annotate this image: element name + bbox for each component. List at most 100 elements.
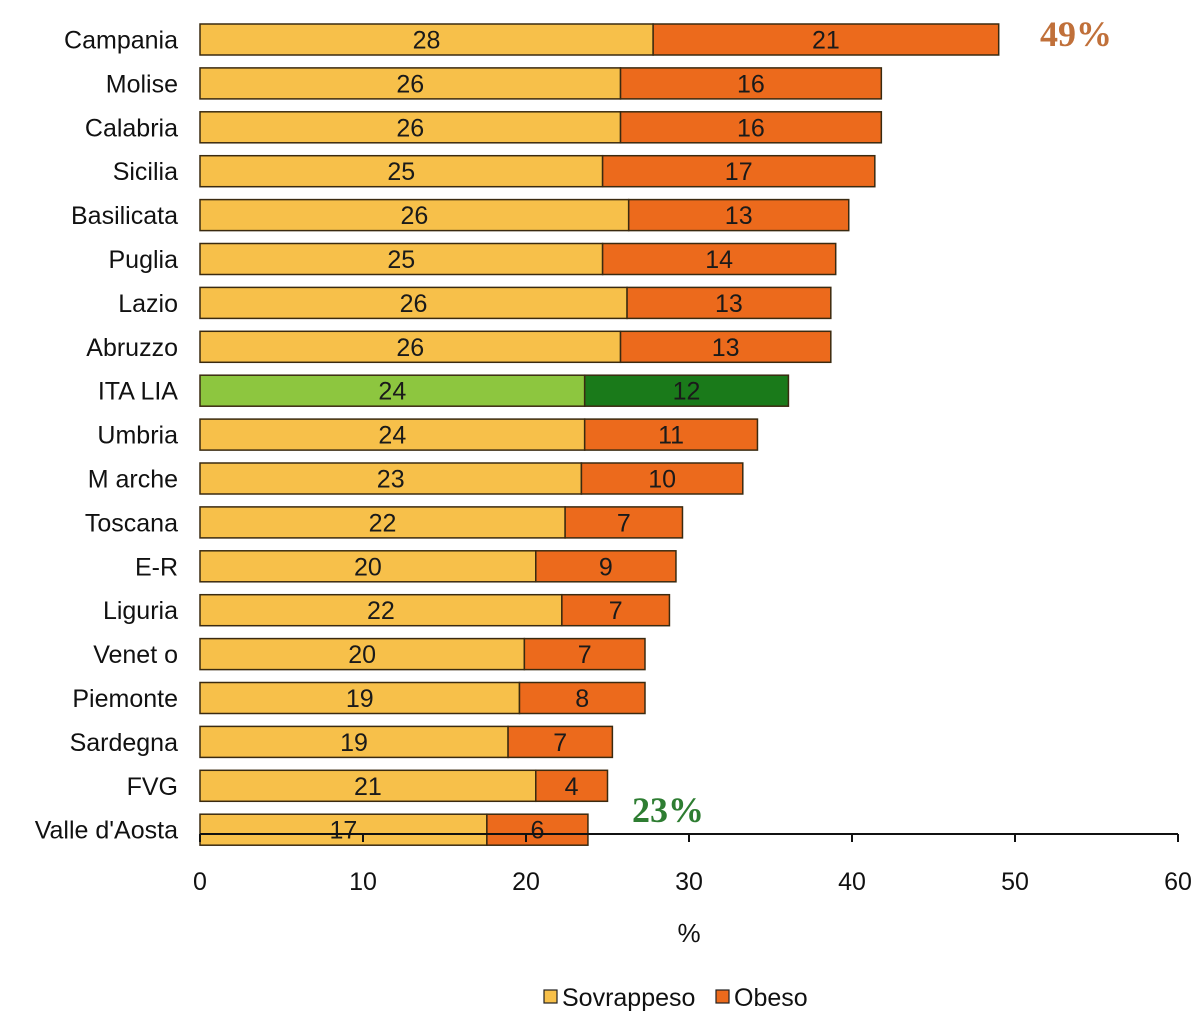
legend-label-obeso: Obeso [734,984,808,1012]
bar-obeso [619,330,832,364]
x-tick-label: 0 [193,868,207,896]
data-label-sovrappeso: 26 [396,70,424,98]
bar-sovrappeso [199,769,537,803]
bar-obeso [601,242,837,276]
data-label-obeso: 13 [725,202,753,230]
bar-sovrappeso [199,23,654,56]
bar-sovrappeso [199,681,521,715]
total-annotation: 49% [1040,14,1112,54]
data-label-sovrappeso: 22 [369,509,397,537]
legend-label-sovrappeso: Sovrappeso [562,984,695,1012]
data-label-obeso: 7 [578,641,592,669]
data-label-sovrappeso: 26 [400,290,428,318]
data-label-sovrappeso: 19 [340,729,368,757]
category-label: Venet o [93,641,178,669]
total-annotation: 23% [632,790,704,830]
data-label-obeso: 12 [673,378,701,406]
data-label-obeso: 8 [575,685,589,713]
data-label-obeso: 16 [737,70,765,98]
data-label-sovrappeso: 20 [348,641,376,669]
data-label-obeso: 14 [705,246,733,274]
x-tick-label: 40 [838,868,866,896]
category-label: ITA LIA [98,378,178,406]
bar-sovrappeso [199,374,586,407]
bar-obeso [583,374,790,407]
data-label-obeso: 13 [712,334,740,362]
data-label-sovrappeso: 22 [367,597,395,625]
bar-obeso [561,593,671,627]
data-label-obeso: 16 [737,114,765,142]
bar-obeso [627,198,850,232]
bar-sovrappeso [199,154,604,188]
bar-sovrappeso [199,506,566,539]
category-label: M arche [88,466,178,494]
data-label-sovrappeso: 21 [354,773,382,801]
legend: Sovrappeso Obeso [543,984,808,1012]
category-label: Toscana [85,509,178,537]
category-label: Liguria [103,597,178,625]
bar-obeso [535,769,609,803]
bar-obeso [523,637,646,671]
data-label-obeso: 13 [715,290,743,318]
data-label-sovrappeso: 25 [387,246,415,274]
category-label: Campania [64,27,178,55]
data-label-obeso: 7 [553,729,567,757]
category-label: Puglia [109,246,179,274]
bar-obeso [626,286,832,320]
bar-obeso [619,67,883,100]
data-label-sovrappeso: 26 [396,334,424,362]
x-tick-label: 60 [1164,868,1192,896]
category-label: Piemonte [72,685,178,713]
data-label-sovrappeso: 24 [378,422,406,450]
category-label: Valle d'Aosta [35,817,178,845]
category-label: Basilicata [71,202,178,230]
category-label: Sicilia [113,158,178,186]
bar-sovrappeso [199,813,488,846]
category-label: FVG [127,773,178,801]
data-label-obeso: 6 [530,817,544,845]
data-label-obeso: 11 [658,422,684,450]
category-label: Sardegna [70,729,179,757]
data-label-obeso: 10 [648,466,676,494]
x-tick-label: 10 [349,868,377,896]
annotations: 49% 23% [632,14,1112,830]
bar-obeso [535,550,677,583]
bar-sovrappeso [199,198,630,232]
bar-obeso [518,681,646,715]
data-label-obeso: 17 [725,158,753,186]
x-axis: 0 10 20 30 40 50 60 [193,833,1192,896]
category-label: Calabria [85,114,178,142]
data-label-sovrappeso: 17 [330,817,358,845]
bar-obeso [486,813,589,846]
data-label-obeso: 7 [617,509,631,537]
category-label: Abruzzo [86,334,178,362]
bar-obeso [652,23,1000,56]
category-label: Molise [106,70,178,98]
data-label-obeso: 9 [599,553,613,581]
category-label: Lazio [118,290,178,318]
data-label-obeso: 21 [812,27,840,55]
bar-sovrappeso [199,593,563,627]
data-label-sovrappeso: 19 [346,685,374,713]
bar-obeso [583,418,759,451]
x-tick-label: 20 [512,868,540,896]
x-tick-label: 50 [1001,868,1029,896]
data-label-sovrappeso: 26 [400,202,428,230]
bar-sovrappeso [199,637,526,671]
bar-obeso [580,462,744,495]
bar-obeso [601,154,876,188]
bar-sovrappeso [199,111,622,144]
category-label: Umbria [97,422,178,450]
bar-sovrappeso [199,418,586,451]
bars-group: Campania 28 21 Molise 26 16 Calabria 26 16 Sicili… [35,23,1000,846]
x-tick-label: 30 [675,868,703,896]
data-label-sovrappeso: 25 [387,158,415,186]
data-label-sovrappeso: 23 [377,466,405,494]
data-label-obeso: 4 [565,773,579,801]
x-axis-title: % [677,918,700,948]
data-label-sovrappeso: 24 [378,378,406,406]
bar-obeso [619,111,883,144]
data-label-sovrappeso: 26 [396,114,424,142]
bar-obeso [507,725,614,759]
